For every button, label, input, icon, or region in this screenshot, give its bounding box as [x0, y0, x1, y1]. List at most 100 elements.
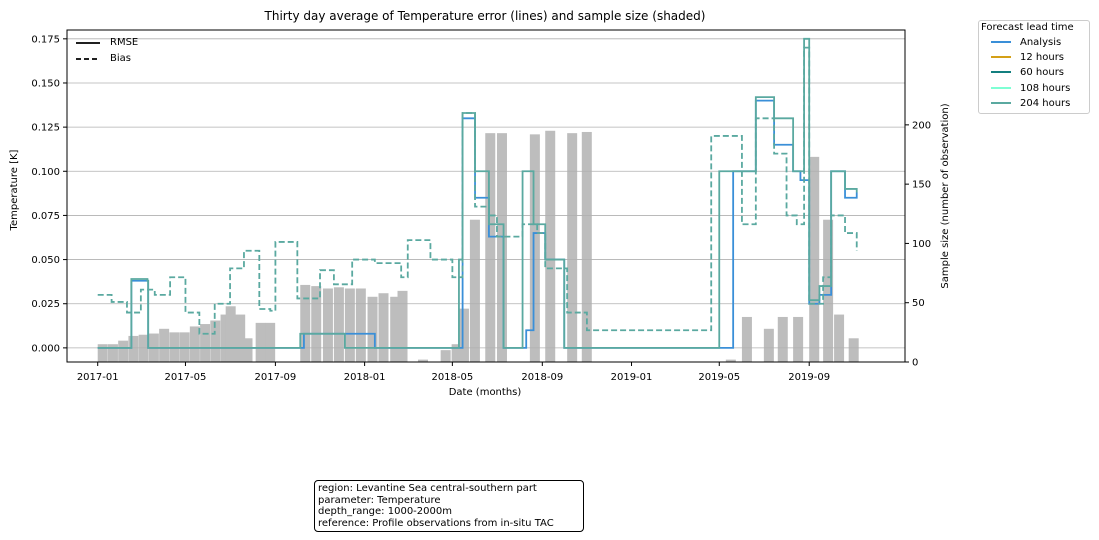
legend — [978, 20, 1090, 114]
info-box: region: Levantine Sea central-southern p… — [314, 480, 584, 532]
sample-size-bar — [107, 344, 118, 362]
y-tick-label: 0.050 — [31, 255, 60, 266]
sample-size-bar — [265, 322, 276, 362]
sample-size-bars — [97, 130, 859, 362]
info-line-region: region: Levantine Sea central-southern p… — [318, 483, 537, 494]
y2-tick-label: 150 — [912, 180, 931, 191]
sample-size-bar — [138, 334, 149, 362]
sample-size-bar — [545, 130, 556, 362]
legend-label: 12 hours — [1020, 51, 1065, 63]
legend-entry-60h: 60 hours — [991, 65, 1064, 79]
style-legend-label: Bias — [110, 53, 131, 64]
legend-label: 108 hours — [1020, 82, 1071, 94]
sample-size-bar — [725, 359, 736, 362]
info-line-depth: depth_range: 1000-2000m — [318, 506, 452, 517]
legend-entry-12h: 12 hours — [991, 50, 1064, 64]
sample-size-bar — [255, 322, 266, 362]
y2-tick-label: 50 — [912, 298, 925, 309]
x-tick-label: 2017-05 — [165, 372, 207, 383]
solid-line-icon — [76, 41, 100, 44]
y-tick-label: 0.000 — [31, 343, 60, 354]
legend-label: 60 hours — [1020, 66, 1065, 78]
sample-size-bar — [763, 328, 774, 362]
sample-size-bar — [220, 314, 231, 362]
sample-size-bar — [225, 306, 236, 362]
x-tick-label: 2018-09 — [521, 372, 563, 383]
legend-swatch — [991, 87, 1011, 89]
sample-size-bar — [440, 350, 451, 362]
x-tick-label: 2018-05 — [431, 372, 473, 383]
sample-size-bar — [823, 219, 834, 362]
chart-title: Thirty day average of Temperature error … — [264, 9, 706, 23]
legend-swatch — [991, 102, 1011, 104]
y-tick-label: 0.025 — [31, 299, 60, 310]
y2-tick-label: 100 — [912, 239, 931, 250]
sample-size-bar — [777, 316, 788, 362]
sample-size-bar — [581, 131, 592, 362]
sample-size-bar — [451, 344, 462, 362]
legend-entry-analysis: Analysis — [991, 35, 1061, 49]
axes: 0.000 0.025 0.050 0.075 0.100 0.125 0.150 0.175… — [31, 29, 931, 383]
sample-size-bar — [458, 308, 469, 362]
y2-axis-label: Sample size (number of observation) — [940, 103, 951, 288]
y-tick-label: 0.075 — [31, 211, 60, 222]
x-axis-label: Date (months) — [449, 387, 522, 398]
grid-lines — [67, 38, 905, 349]
sample-size-bar — [344, 288, 355, 362]
sample-size-bar — [355, 288, 366, 362]
y2-tick-label: 200 — [912, 120, 931, 131]
series-line — [97, 46, 858, 335]
legend-label: Analysis — [1020, 36, 1062, 48]
legend-swatch — [991, 56, 1011, 58]
sample-size-bar — [235, 314, 246, 362]
x-tick-label: 2019-05 — [698, 372, 740, 383]
y-tick-label: 0.175 — [31, 34, 60, 45]
sample-size-bar — [496, 133, 507, 362]
sample-size-bar — [367, 296, 378, 362]
legend-entry-108h: 108 hours — [991, 81, 1070, 95]
sample-size-bar — [848, 338, 859, 362]
sample-size-bar — [485, 133, 496, 362]
y-axis-label: Temperature [K] — [9, 149, 20, 231]
sample-size-bar — [793, 316, 804, 362]
x-tick-label: 2017-09 — [255, 372, 297, 383]
sample-size-bar — [159, 328, 170, 362]
y-tick-label: 0.150 — [31, 78, 60, 89]
legend-label: 204 hours — [1020, 97, 1071, 109]
x-tick-label: 2017-01 — [77, 372, 119, 383]
x-tick-label: 2018-01 — [344, 372, 386, 383]
sample-size-bar — [834, 314, 845, 362]
y-tick-label: 0.100 — [31, 167, 60, 178]
sample-size-bar — [333, 287, 344, 362]
sample-size-bar — [378, 293, 389, 362]
sample-size-bar — [741, 316, 752, 362]
sample-size-bar — [242, 338, 253, 362]
sample-size-bar — [128, 335, 139, 362]
y2-tick-label: 0 — [912, 358, 918, 369]
style-legend: RMSE Bias — [70, 33, 180, 71]
info-line-reference: reference: Profile observations from in-… — [318, 517, 554, 529]
legend-swatch — [991, 41, 1011, 43]
x-tick-label: 2019-09 — [788, 372, 830, 383]
plot-frame — [66, 29, 906, 363]
info-line-parameter: parameter: Temperature — [318, 494, 441, 506]
sample-size-bar — [210, 320, 221, 362]
sample-size-bar — [189, 326, 200, 362]
legend-entry-204h: 204 hours — [991, 96, 1070, 110]
sample-size-bar — [529, 134, 540, 362]
sample-size-bar — [322, 288, 333, 362]
dashed-line-icon — [76, 57, 100, 60]
sample-size-bar — [200, 324, 211, 362]
sample-size-bar — [311, 286, 322, 362]
sample-size-bar — [118, 340, 129, 362]
legend-title: Forecast lead time — [981, 22, 1074, 33]
sample-size-bar — [300, 284, 311, 362]
sample-size-bar — [397, 290, 408, 362]
style-legend-bias: Bias — [76, 53, 131, 64]
style-legend-label: RMSE — [110, 37, 139, 48]
sample-size-bar — [469, 219, 480, 362]
y-tick-label: 0.125 — [31, 123, 60, 134]
style-legend-rmse: RMSE — [76, 37, 138, 48]
sample-size-bar — [390, 296, 401, 362]
